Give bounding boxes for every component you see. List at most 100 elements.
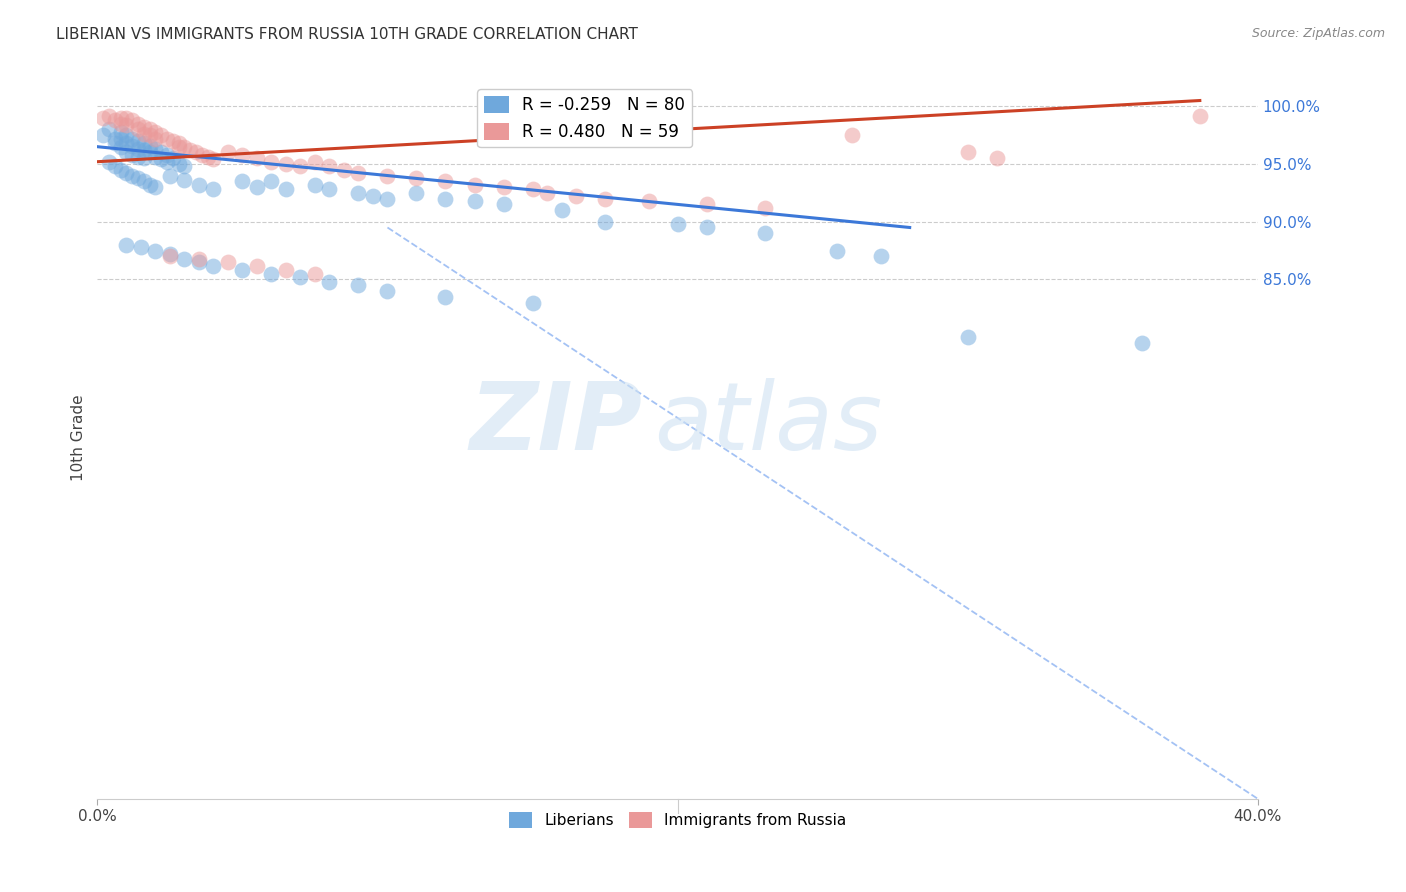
Point [522,295,544,310]
Point [333,162,356,177]
Point [145,244,167,258]
Point [138,178,160,192]
Point [110,117,132,131]
Point [191,148,214,162]
Point [162,151,184,165]
Point [150,153,173,167]
Point [173,139,195,153]
Point [173,173,195,187]
Point [173,159,195,173]
Point [104,113,127,128]
Point [347,278,370,293]
Point [869,249,891,263]
Point [121,131,143,145]
Point [115,118,138,132]
Point [260,267,283,281]
Legend: Liberians, Immigrants from Russia: Liberians, Immigrants from Russia [503,806,852,835]
Point [246,151,269,165]
Point [405,186,427,200]
Point [167,136,190,151]
Point [1188,109,1211,123]
Point [127,117,149,131]
Point [104,131,127,145]
Point [156,154,179,169]
Point [97,154,120,169]
Point [202,259,225,273]
Point [159,249,181,263]
Point [145,180,167,194]
Point [274,182,297,196]
Point [405,170,427,185]
Point [593,192,616,206]
Point [167,157,190,171]
Point [104,159,127,173]
Point [127,122,149,136]
Point [637,194,659,208]
Point [463,178,485,192]
Point [986,151,1008,165]
Point [217,255,239,269]
Point [290,270,312,285]
Point [132,143,155,157]
Point [231,174,253,188]
Point [150,128,173,143]
Point [841,128,863,143]
Point [91,111,114,125]
Point [145,150,167,164]
Point [138,128,160,143]
Point [434,174,457,188]
Text: Source: ZipAtlas.com: Source: ZipAtlas.com [1251,27,1385,40]
Point [115,128,138,143]
Point [121,113,143,128]
Point [115,145,138,160]
Point [463,194,485,208]
Point [246,180,269,194]
Point [197,150,219,164]
Point [550,203,572,218]
Point [91,128,114,143]
Text: ZIP: ZIP [470,377,643,470]
Point [167,139,190,153]
Point [110,131,132,145]
Y-axis label: 10th Grade: 10th Grade [72,395,86,482]
Point [127,150,149,164]
Point [104,136,127,151]
Point [138,138,160,153]
Point [184,145,207,160]
Point [1130,335,1153,350]
Point [202,153,225,167]
Point [145,142,167,156]
Point [217,145,239,160]
Point [202,182,225,196]
Text: LIBERIAN VS IMMIGRANTS FROM RUSSIA 10TH GRADE CORRELATION CHART: LIBERIAN VS IMMIGRANTS FROM RUSSIA 10TH … [56,27,638,42]
Point [132,174,155,188]
Point [377,169,399,183]
Point [132,127,155,141]
Point [138,145,160,160]
Point [145,131,167,145]
Point [304,267,326,281]
Point [138,122,160,136]
Point [110,139,132,153]
Point [159,247,181,261]
Point [434,192,457,206]
Point [290,159,312,173]
Point [377,284,399,298]
Point [522,182,544,196]
Point [304,154,326,169]
Point [132,151,155,165]
Point [347,186,370,200]
Point [318,159,340,173]
Point [145,125,167,139]
Point [231,263,253,277]
Point [377,192,399,206]
Point [696,220,718,235]
Point [127,142,149,156]
Point [127,134,149,148]
Point [187,255,209,269]
Point [97,109,120,123]
Point [110,162,132,177]
Point [115,111,138,125]
Point [666,217,689,231]
Point [260,154,283,169]
